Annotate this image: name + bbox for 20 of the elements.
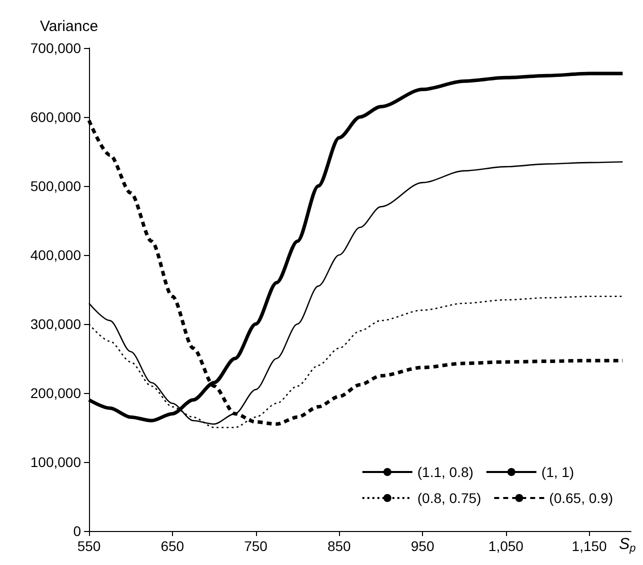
y-tick-label: 0	[73, 523, 82, 539]
y-tick-label: 200,000	[30, 385, 82, 401]
y-tick-label: 400,000	[30, 247, 82, 263]
y-tick-label: 100,000	[30, 454, 82, 470]
x-tick-label: 1,050	[488, 538, 524, 554]
y-tick-label: 600,000	[30, 109, 82, 125]
legend-label: (0.8, 0.75)	[417, 490, 482, 506]
x-tick-label: 1,150	[572, 538, 608, 554]
legend-label: (0.65, 0.9)	[549, 490, 614, 506]
x-tick-label: 550	[77, 538, 101, 554]
y-axis-title: Variance	[40, 18, 98, 35]
y-tick-label: 500,000	[30, 178, 82, 194]
legend-label: (1, 1)	[541, 464, 574, 480]
y-tick-label: 700,000	[30, 40, 82, 56]
y-tick-label: 300,000	[30, 316, 82, 332]
legend-label: (1.1, 0.8)	[417, 464, 474, 480]
x-tick-label: 750	[244, 538, 268, 554]
x-tick-label: 950	[410, 538, 434, 554]
x-tick-label: 850	[327, 538, 352, 554]
x-tick-label: 650	[160, 538, 184, 554]
